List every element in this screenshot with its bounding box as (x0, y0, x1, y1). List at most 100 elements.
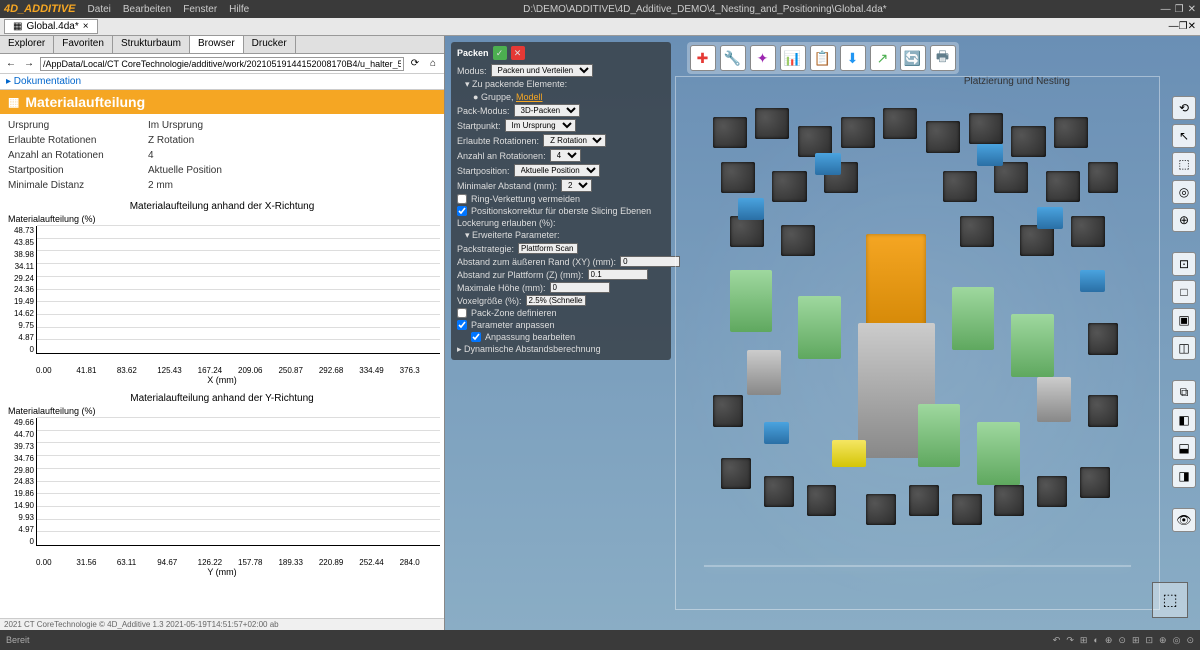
param-check[interactable] (457, 206, 467, 216)
subwin-close[interactable]: ✕ (1188, 21, 1196, 32)
rightbar-button-12[interactable]: ◧ (1172, 408, 1196, 432)
rightbar-button-11[interactable]: ⧉ (1172, 380, 1196, 404)
rightbar-button-13[interactable]: ⬓ (1172, 436, 1196, 460)
packed-part[interactable] (721, 162, 755, 193)
packed-part[interactable] (798, 296, 841, 359)
packed-part[interactable] (943, 171, 977, 202)
document-tab[interactable]: ▦ Global.4da* × (4, 19, 98, 34)
status-icon-4[interactable]: ⊕ (1105, 635, 1113, 646)
param-input[interactable] (620, 256, 680, 267)
rightbar-button-3[interactable]: ◎ (1172, 180, 1196, 204)
left-tab-favoriten[interactable]: Favoriten (54, 36, 113, 53)
param-check2[interactable] (457, 320, 467, 330)
packed-part[interactable] (1054, 117, 1088, 148)
toolbar3d-button-6[interactable]: ↗ (870, 45, 896, 71)
packed-part[interactable] (807, 485, 837, 516)
rightbar-button-6[interactable]: ⊡ (1172, 252, 1196, 276)
packed-part[interactable] (1011, 126, 1045, 157)
subwin-minimize[interactable]: — (1169, 21, 1179, 32)
toolbar3d-button-8[interactable]: 🖶 (930, 45, 956, 71)
packed-part[interactable] (764, 422, 790, 444)
rightbar-button-8[interactable]: ▣ (1172, 308, 1196, 332)
toolbar3d-button-3[interactable]: 📊 (780, 45, 806, 71)
rightbar-button-16[interactable]: 👁 (1172, 508, 1196, 532)
menu-datei[interactable]: Datei (88, 4, 111, 15)
toolbar3d-button-5[interactable]: ⬇ (840, 45, 866, 71)
reload-button[interactable]: ⟳ (408, 57, 422, 71)
status-icon-5[interactable]: ⊙ (1118, 635, 1126, 646)
packed-part[interactable] (841, 117, 875, 148)
status-icon-7[interactable]: ⊡ (1146, 635, 1154, 646)
packed-part[interactable] (815, 153, 841, 175)
status-icon-9[interactable]: ◎ (1173, 635, 1181, 646)
status-icon-10[interactable]: ⊙ (1186, 635, 1194, 646)
packed-part[interactable] (713, 117, 747, 148)
documentation-link[interactable]: ▸ Dokumentation (0, 74, 444, 90)
param-check[interactable] (457, 194, 467, 204)
status-icon-8[interactable]: ⊕ (1159, 635, 1167, 646)
packed-part[interactable] (713, 395, 743, 426)
view-cube[interactable]: ⬚ (1152, 582, 1188, 618)
modell-link[interactable]: Modell (516, 92, 543, 102)
packed-part[interactable] (1037, 377, 1071, 422)
toolbar3d-button-4[interactable]: 📋 (810, 45, 836, 71)
packed-part[interactable] (969, 113, 1003, 144)
packed-part[interactable] (747, 350, 781, 395)
packed-part[interactable] (1088, 162, 1118, 193)
param-input[interactable] (518, 243, 578, 254)
packed-part[interactable] (1011, 314, 1054, 377)
close-button[interactable]: ✕ (1188, 4, 1196, 15)
packed-part[interactable] (994, 485, 1024, 516)
packed-part[interactable] (721, 458, 751, 489)
packed-part[interactable] (772, 171, 806, 202)
packed-part[interactable] (764, 476, 794, 507)
left-tab-drucker[interactable]: Drucker (244, 36, 296, 53)
param-select[interactable]: Aktuelle Position (514, 164, 600, 177)
status-icon-2[interactable]: ⊞ (1080, 635, 1088, 646)
param-select[interactable]: 3D-Packen (514, 104, 580, 117)
packed-part[interactable] (1020, 225, 1054, 256)
packen-ok[interactable]: ✓ (493, 46, 507, 60)
modus-select[interactable]: Packen und Verteilen (491, 64, 593, 77)
param-select[interactable]: Z Rotation (543, 134, 606, 147)
rightbar-button-1[interactable]: ↖ (1172, 124, 1196, 148)
packed-part[interactable] (730, 270, 773, 333)
forward-button[interactable]: → (22, 57, 36, 71)
packed-part[interactable] (1037, 476, 1067, 507)
packed-part[interactable] (866, 494, 896, 525)
packed-part[interactable] (755, 108, 789, 139)
back-button[interactable]: ← (4, 57, 18, 71)
packed-part[interactable] (918, 404, 961, 467)
viewport-3d[interactable]: ✚🔧✦📊📋⬇↗🔄🖶 Platzierung und Nesting ⟲↖⬚◎⊕⊡… (445, 36, 1200, 630)
packed-part[interactable] (1080, 467, 1110, 498)
param-check2[interactable] (457, 308, 467, 318)
param-input[interactable] (526, 295, 586, 306)
packed-part[interactable] (1088, 323, 1118, 354)
status-icon-1[interactable]: ↷ (1066, 635, 1074, 646)
toolbar3d-button-2[interactable]: ✦ (750, 45, 776, 71)
packed-part[interactable] (832, 440, 866, 467)
menu-fenster[interactable]: Fenster (183, 4, 217, 15)
left-tab-browser[interactable]: Browser (190, 36, 244, 53)
home-button[interactable]: ⌂ (426, 57, 440, 71)
rightbar-button-7[interactable]: □ (1172, 280, 1196, 304)
toolbar3d-button-0[interactable]: ✚ (690, 45, 716, 71)
toolbar3d-button-1[interactable]: 🔧 (720, 45, 746, 71)
left-tab-strukturbaum[interactable]: Strukturbaum (113, 36, 190, 53)
rightbar-button-9[interactable]: ◫ (1172, 336, 1196, 360)
menu-bearbeiten[interactable]: Bearbeiten (123, 4, 171, 15)
rightbar-button-4[interactable]: ⊕ (1172, 208, 1196, 232)
status-icon-0[interactable]: ↶ (1053, 635, 1061, 646)
subwin-maximize[interactable]: ❐ (1179, 21, 1188, 32)
packed-part[interactable] (1071, 216, 1105, 247)
anpassung-check[interactable] (471, 332, 481, 342)
minimize-button[interactable]: — (1161, 4, 1171, 15)
packed-part[interactable] (1046, 171, 1080, 202)
packed-part[interactable] (994, 162, 1028, 193)
toolbar3d-button-7[interactable]: 🔄 (900, 45, 926, 71)
packed-part[interactable] (866, 234, 926, 333)
packed-part[interactable] (909, 485, 939, 516)
rightbar-button-0[interactable]: ⟲ (1172, 96, 1196, 120)
status-icon-3[interactable]: ◐ (1093, 635, 1098, 646)
packed-part[interactable] (1037, 207, 1063, 229)
